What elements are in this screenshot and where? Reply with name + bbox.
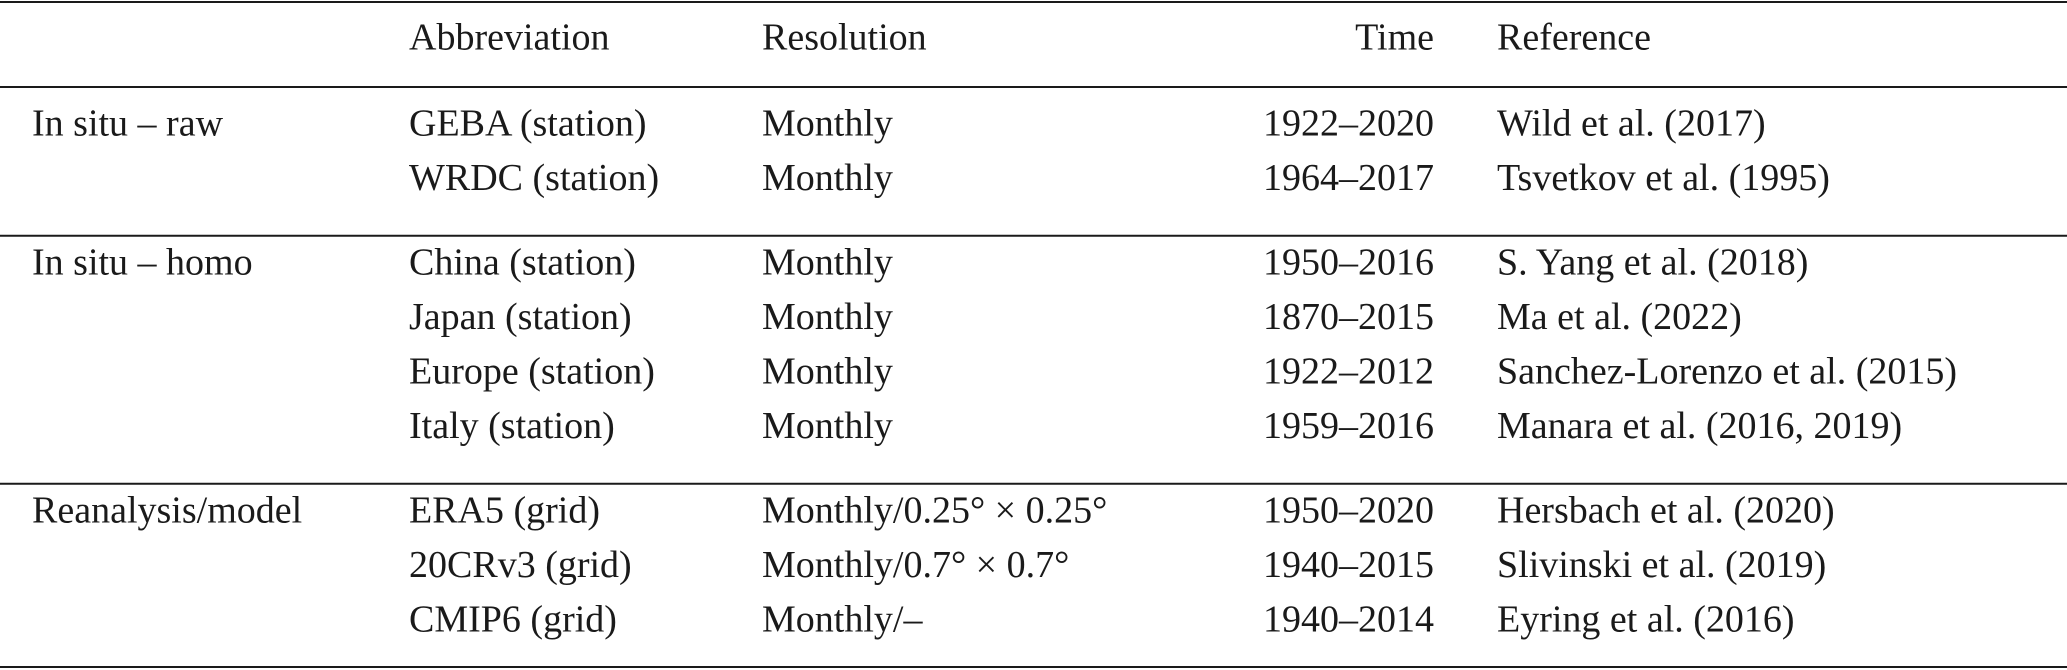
cell: Slivinski et al. (2019) (1497, 544, 1826, 586)
group-label: Reanalysis/model (32, 490, 302, 532)
column-header: Resolution (762, 17, 927, 59)
cell: Europe (station) (409, 351, 655, 393)
cell: GEBA (station) (409, 103, 646, 145)
cell: Italy (station) (409, 405, 615, 447)
cell: Sanchez-Lorenzo et al. (2015) (1497, 351, 1957, 393)
column-header: Time (1355, 17, 1434, 59)
cell: Tsvetkov et al. (1995) (1497, 157, 1830, 199)
cell: Monthly (762, 405, 893, 447)
cell: Monthly (762, 103, 893, 145)
cell: Monthly (762, 157, 893, 199)
cell: S. Yang et al. (2018) (1497, 242, 1808, 284)
cell: Hersbach et al. (2020) (1497, 490, 1835, 532)
cell: Manara et al. (2016, 2019) (1497, 405, 1902, 447)
cell: 20CRv3 (grid) (409, 544, 632, 586)
cell: CMIP6 (grid) (409, 599, 617, 641)
cell: 1922–2020 (1263, 103, 1434, 145)
column-header: Reference (1497, 17, 1651, 59)
cell: Monthly (762, 242, 893, 284)
cell: 1922–2012 (1263, 351, 1434, 393)
cell: 1964–2017 (1263, 157, 1434, 199)
cell: ERA5 (grid) (409, 490, 600, 532)
cell: 1959–2016 (1263, 405, 1434, 447)
cell: Japan (station) (409, 296, 632, 338)
cell: 1940–2014 (1263, 599, 1434, 641)
cell: WRDC (station) (409, 157, 659, 199)
cell: 1940–2015 (1263, 544, 1434, 586)
cell: Monthly/0.25° × 0.25° (762, 490, 1107, 532)
cell: China (station) (409, 242, 636, 284)
group-label: In situ – raw (32, 103, 224, 145)
cell: Monthly (762, 351, 893, 393)
cell: Monthly/0.7° × 0.7° (762, 544, 1069, 586)
cell: 1950–2016 (1263, 242, 1434, 284)
cell: Wild et al. (2017) (1497, 103, 1766, 145)
cell: 1950–2020 (1263, 490, 1434, 532)
cell: Monthly/– (762, 599, 923, 641)
cell: 1870–2015 (1263, 296, 1434, 338)
cell: Monthly (762, 296, 893, 338)
cell: Eyring et al. (2016) (1497, 599, 1795, 641)
column-header: Abbreviation (409, 17, 610, 59)
cell: Ma et al. (2022) (1497, 296, 1742, 338)
group-label: In situ – homo (32, 242, 253, 284)
